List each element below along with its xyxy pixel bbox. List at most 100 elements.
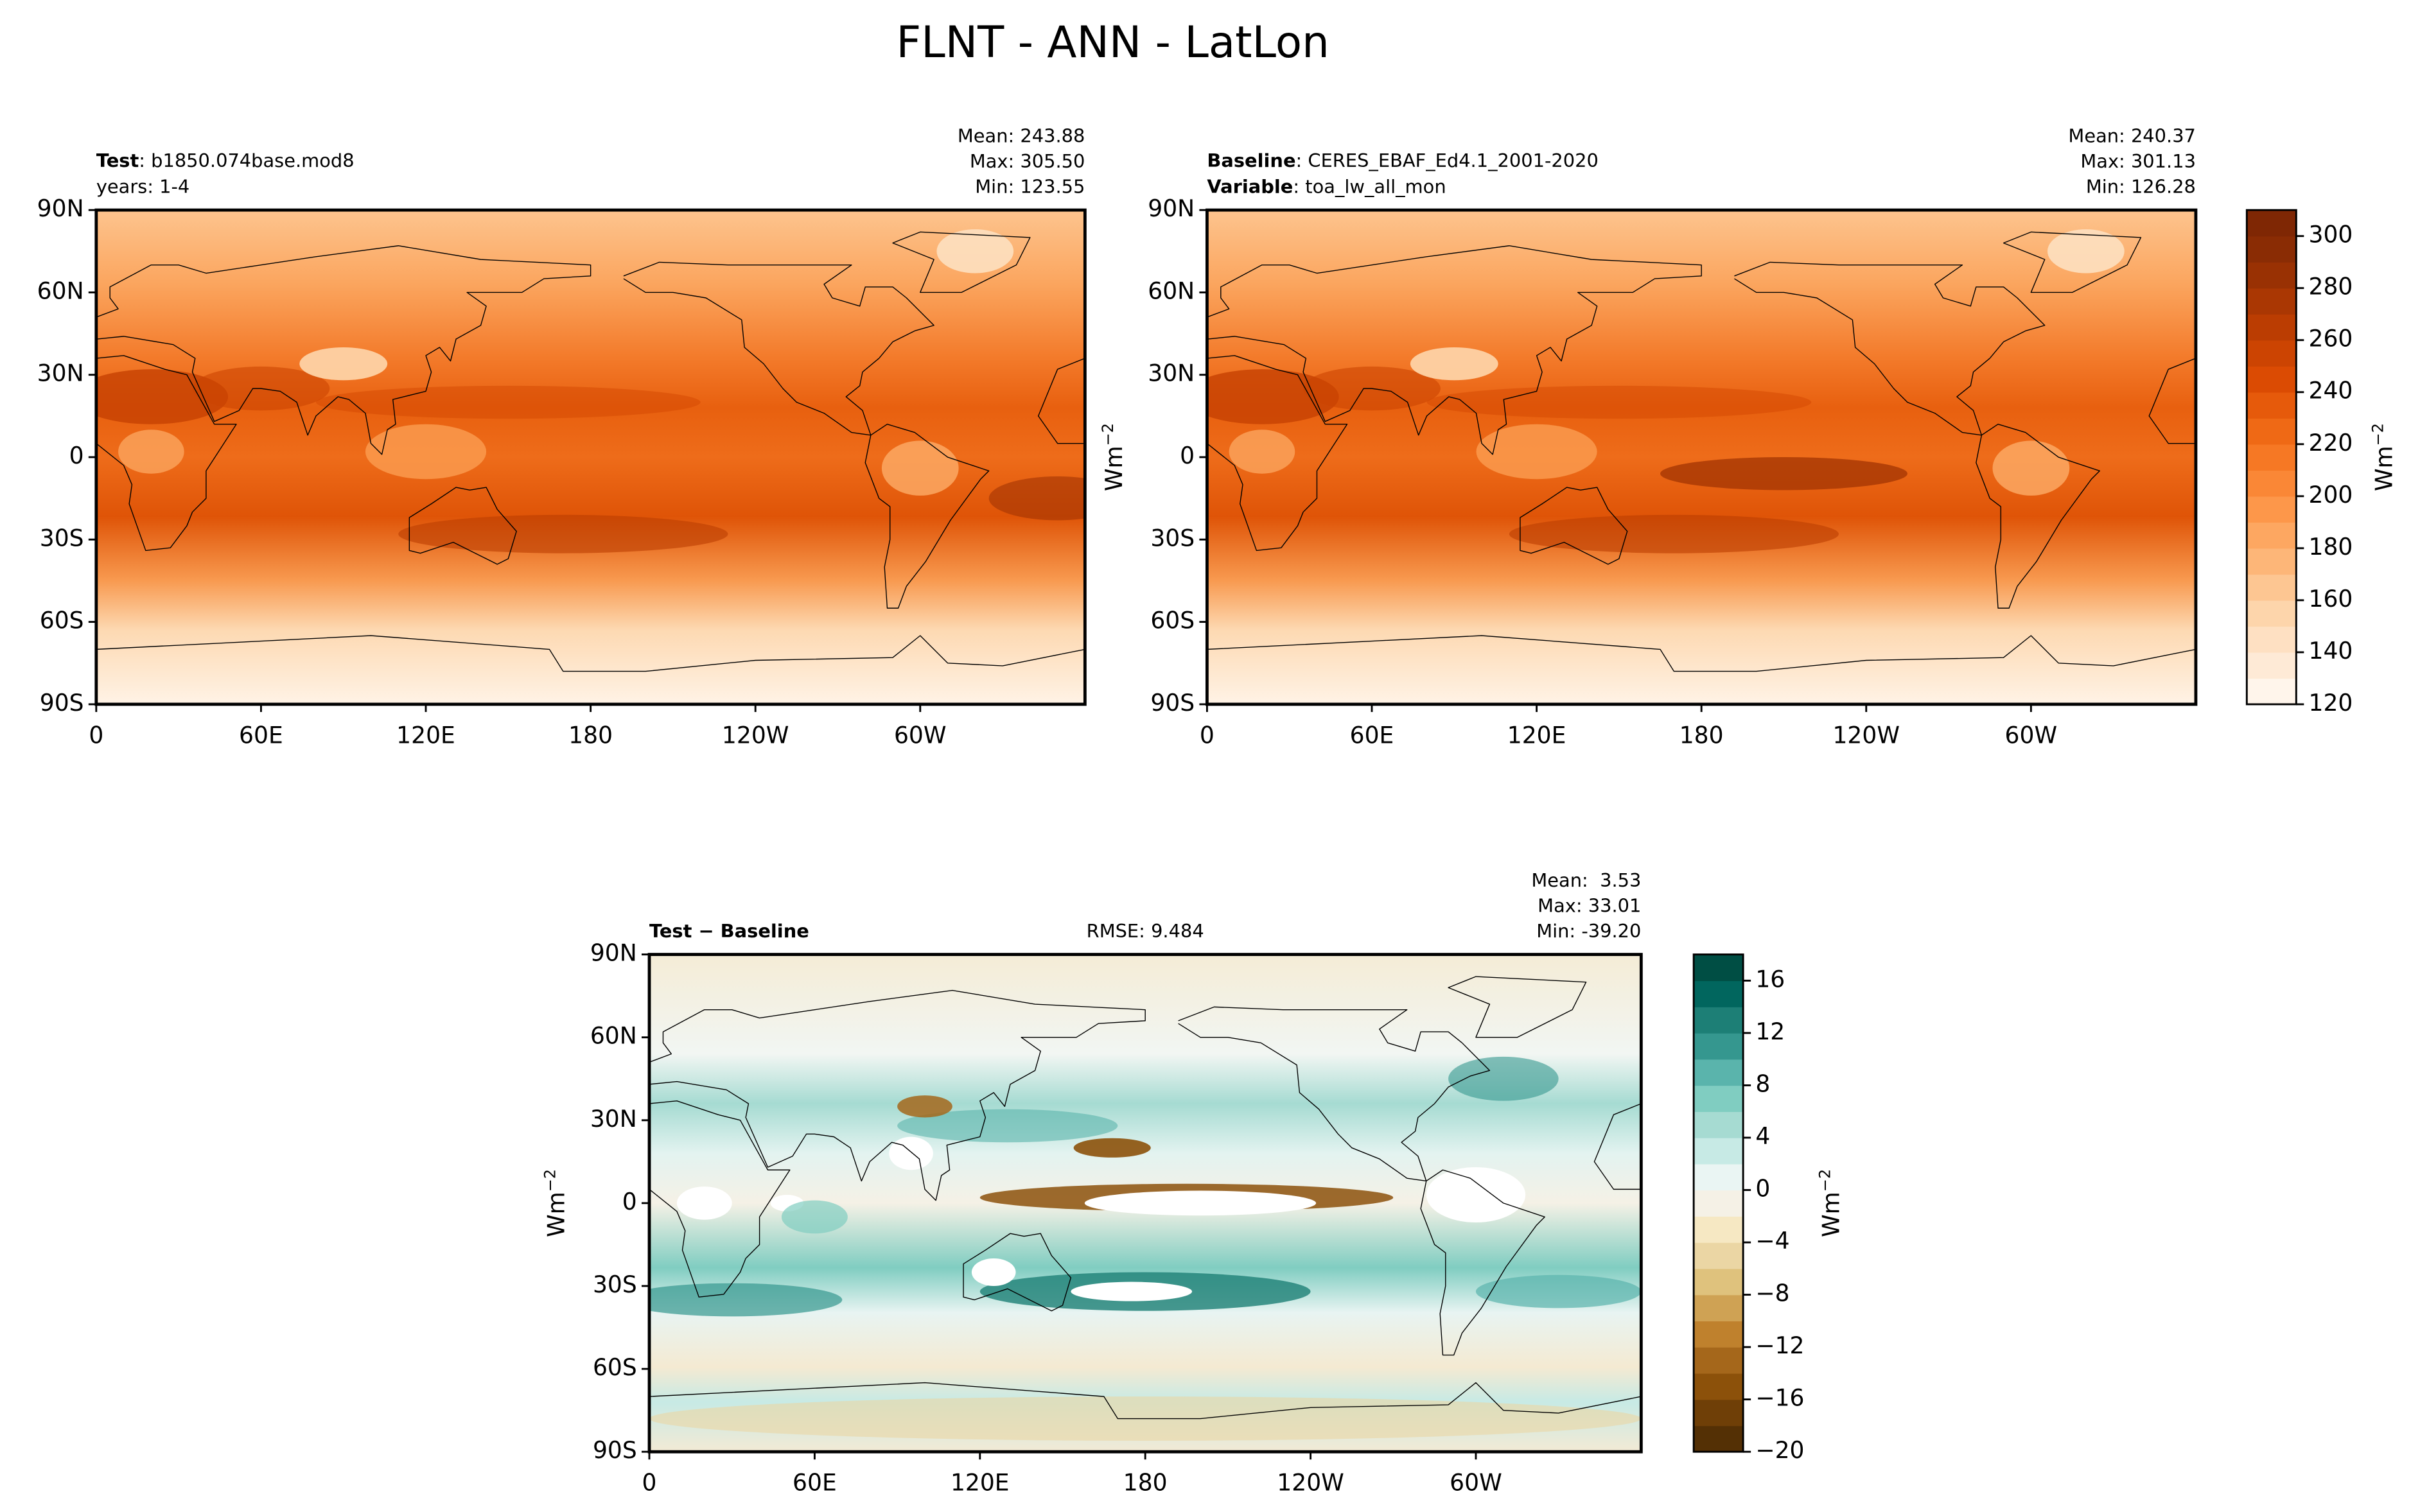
colorbar-tick-label: −8: [1755, 1280, 1789, 1307]
field-feature: [897, 1109, 1118, 1143]
field-feature: [315, 385, 701, 419]
stat: Mean: 3.53: [1531, 869, 1641, 891]
panel-subtitle-bold: Variable: [1207, 176, 1293, 198]
x-tick-label: 180: [1679, 722, 1724, 749]
map-panel: [96, 210, 1085, 704]
colorbar-segment: [1694, 1111, 1744, 1138]
colorbar-segment: [1694, 1425, 1744, 1452]
map-panel: [649, 954, 1642, 1452]
panel-title: Test − Baseline: [649, 920, 809, 942]
x-tick-label: 120W: [722, 722, 789, 749]
field-feature: [676, 1186, 732, 1220]
field-feature: [1476, 424, 1597, 480]
colorbar-label-sup: −2: [2369, 423, 2387, 446]
colorbar-segment: [1694, 1321, 1744, 1348]
y-tick-label: 60S: [593, 1354, 637, 1381]
field-feature: [1509, 514, 1839, 553]
x-tick-label: 60W: [894, 722, 947, 749]
figure-title: FLNT - ANN - LatLon: [897, 17, 1329, 67]
y-tick-label: 90N: [37, 195, 84, 222]
panel-title: Baseline: CERES_EBAF_Ed4.1_2001-2020: [1207, 150, 1598, 171]
stat: Min: -39.20: [1536, 920, 1641, 942]
field-feature: [118, 430, 184, 474]
colorbar-segment: [2247, 288, 2297, 315]
colorbar-label-sup: −2: [1816, 1169, 1834, 1192]
colorbar-tick-label: 140: [2309, 638, 2353, 665]
x-tick-label: 180: [1123, 1470, 1168, 1497]
colorbar-segment: [2247, 366, 2297, 393]
y-tick-label: 60S: [40, 607, 84, 634]
x-tick-label: 120E: [951, 1470, 1010, 1497]
y-tick-label: 60S: [1150, 607, 1195, 634]
x-tick-label: 0: [642, 1470, 657, 1497]
stat: Min: 123.55: [975, 176, 1085, 198]
field-feature: [2047, 229, 2125, 274]
field-feature: [299, 347, 388, 381]
panel-subtitle: Variable: toa_lw_all_mon: [1207, 176, 1446, 198]
panel-title-text: : b1850.074base.mod8: [139, 150, 354, 171]
stat: Max: 301.13: [2080, 150, 2196, 172]
colorbar-segment: [1694, 1242, 1744, 1269]
y-axis-label-base: Wm: [543, 1192, 570, 1237]
colorbar-segment: [2247, 574, 2297, 601]
annotation: RMSE: 9.484: [1087, 920, 1204, 942]
colorbar-tick-label: 260: [2309, 326, 2353, 352]
y-tick-label: 30N: [1148, 360, 1195, 387]
colorbar-segment: [2247, 210, 2297, 237]
colorbar-segment: [1694, 1216, 1744, 1243]
y-tick-label: 60N: [37, 277, 84, 304]
colorbar-segment: [1694, 1007, 1744, 1034]
panel-subtitle-text: years: 1-4: [96, 176, 189, 198]
y-tick-label: 90S: [593, 1437, 637, 1464]
x-tick-label: 60W: [2005, 722, 2058, 749]
colorbar-tick-label: 12: [1755, 1018, 1785, 1045]
colorbar-segment: [1694, 1059, 1744, 1086]
field-feature: [398, 514, 728, 553]
field-feature: [1426, 385, 1812, 419]
colorbar-tick-label: 16: [1755, 966, 1785, 993]
field-feature: [889, 1136, 933, 1170]
x-tick-label: 60E: [793, 1470, 837, 1497]
x-tick-label: 60E: [239, 722, 283, 749]
stat: Max: 305.50: [970, 150, 1085, 172]
colorbar-segment: [2247, 600, 2297, 627]
panel-title-bold: Baseline: [1207, 150, 1295, 171]
y-tick-label: 90N: [590, 940, 637, 967]
colorbar-segment: [1694, 1163, 1744, 1191]
stat: Min: 126.28: [2086, 176, 2196, 198]
colorbar-segment: [2247, 678, 2297, 705]
field-feature: [1071, 1282, 1193, 1301]
colorbar-tick-label: −20: [1755, 1437, 1804, 1464]
x-tick-label: 60W: [1450, 1470, 1502, 1497]
field-feature: [1084, 1190, 1317, 1216]
colorbar-segment: [2247, 262, 2297, 289]
y-tick-label: 0: [1180, 442, 1195, 469]
colorbar-segment: [2247, 548, 2297, 575]
field-feature: [1229, 430, 1295, 474]
field-feature: [365, 424, 487, 480]
stat: Mean: 243.88: [958, 125, 1085, 146]
field-feature: [988, 476, 1085, 521]
y-axis-label: Wm−2: [1099, 423, 1128, 491]
colorbar-tick-label: 4: [1755, 1123, 1770, 1150]
colorbar-segment: [1694, 1294, 1744, 1322]
field-feature: [1448, 1056, 1559, 1101]
field-feature: [1476, 1274, 1642, 1308]
colorbar-frame: [2245, 209, 2297, 706]
colorbar-segment: [2247, 340, 2297, 367]
colorbar-tick-label: 200: [2309, 482, 2353, 508]
y-axis-label-sup: −2: [541, 1169, 559, 1192]
colorbar-tick-label: −4: [1755, 1228, 1789, 1255]
x-tick-label: 120W: [1832, 722, 1900, 749]
colorbar-tick-label: 0: [1755, 1176, 1770, 1203]
field-feature: [1992, 440, 2070, 496]
stat: Mean: 240.37: [2068, 125, 2196, 146]
colorbar-segment: [2247, 496, 2297, 523]
x-tick-label: 180: [568, 722, 613, 749]
colorbar-segment: [1694, 1190, 1744, 1217]
colorbar-label-base: Wm: [1818, 1192, 1845, 1237]
x-tick-label: 120W: [1277, 1470, 1344, 1497]
x-tick-label: 0: [89, 722, 103, 749]
field-feature: [936, 229, 1014, 274]
